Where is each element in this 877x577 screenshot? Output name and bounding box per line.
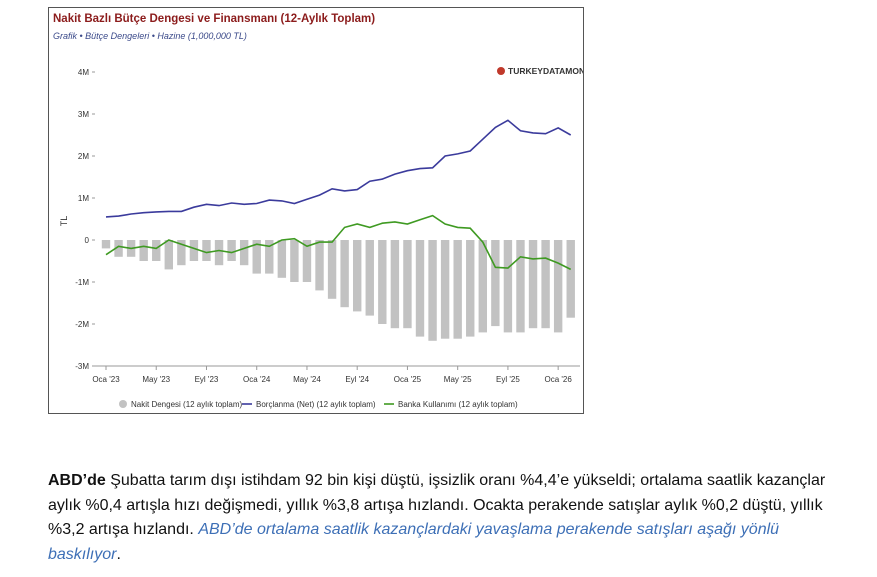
bar	[378, 240, 387, 324]
bar	[365, 240, 374, 316]
bar	[227, 240, 236, 261]
bar	[353, 240, 362, 312]
chart-subtitle: Grafik • Bütçe Dengeleri • Hazine (1,000…	[53, 31, 247, 41]
bar	[415, 240, 425, 337]
legend-label: Borçlanma (Net) (12 aylık toplam)	[256, 400, 376, 409]
bar	[528, 240, 538, 329]
chart-frame: Nakit Bazlı Bütçe Dengesi ve Finansmanı …	[48, 7, 605, 414]
bar	[214, 240, 224, 266]
bar	[164, 240, 173, 270]
line	[105, 214, 572, 271]
y-tick-label: -2M	[75, 320, 89, 329]
y-tick-label: 4M	[78, 68, 89, 77]
x-tick-label: Oca '24	[243, 375, 271, 384]
x-tick-label: Eyl '24	[345, 375, 369, 384]
bar	[290, 240, 299, 282]
bar	[428, 240, 437, 341]
bar	[327, 240, 337, 299]
bar	[315, 240, 324, 291]
chart-title: Nakit Bazlı Bütçe Dengesi ve Finansmanı …	[53, 13, 375, 25]
bar	[277, 240, 287, 278]
bar	[302, 240, 312, 282]
legend-label: Banka Kullanımı (12 aylık toplam)	[398, 400, 518, 409]
bar	[252, 240, 261, 274]
bar	[152, 240, 161, 261]
x-tick-label: May '23	[142, 375, 170, 384]
y-tick-label: 3M	[78, 110, 89, 119]
bar	[553, 240, 563, 333]
x-tick-label: Eyl '23	[195, 375, 219, 384]
legend-swatch	[119, 400, 127, 408]
body-text: .	[116, 545, 121, 563]
bar	[101, 240, 111, 249]
bar	[239, 240, 249, 266]
bar	[541, 240, 550, 329]
y-tick-label: -1M	[75, 278, 89, 287]
bar	[340, 240, 349, 308]
bar	[139, 240, 148, 261]
bar	[440, 240, 450, 339]
bar	[491, 240, 500, 327]
italic-text: ABD’de ortalama saatlik kazançlardaki ya…	[48, 521, 780, 563]
y-tick-label: 1M	[78, 194, 89, 203]
bold-text: ABD’de	[48, 472, 106, 489]
bar	[189, 240, 199, 261]
legend-label: Nakit Dengesi (12 aylık toplam)	[131, 400, 242, 409]
bar	[114, 240, 123, 257]
y-tick-label: 0	[85, 236, 90, 245]
bar	[403, 240, 412, 329]
bar	[503, 240, 513, 333]
bar	[265, 240, 274, 274]
bar	[466, 240, 475, 337]
line	[105, 119, 572, 218]
body-text: Şubatta tarım dışı istihdam 92 bin kişi …	[48, 472, 826, 538]
bar	[390, 240, 400, 329]
x-tick-label: Oca '26	[544, 375, 572, 384]
bar	[478, 240, 487, 333]
x-tick-label: Eyl '25	[496, 375, 520, 384]
watermark: TURKEYDATAMONITOR	[508, 66, 583, 76]
x-tick-label: May '25	[444, 375, 472, 384]
y-tick-label: -3M	[75, 362, 89, 371]
bar	[453, 240, 462, 339]
y-axis-label: TL	[59, 216, 69, 227]
bar	[202, 240, 211, 261]
x-tick-label: May '24	[293, 375, 321, 384]
x-tick-label: Oca '25	[394, 375, 422, 384]
chart: Nakit Bazlı Bütçe Dengesi ve Finansmanı …	[53, 13, 605, 409]
bar	[566, 240, 575, 318]
y-tick-label: 2M	[78, 152, 89, 161]
bar	[177, 240, 186, 266]
logo-icon	[497, 67, 505, 75]
x-tick-label: Oca '23	[92, 375, 120, 384]
paragraph: ABD’de Şubatta tarım dışı istihdam 92 bi…	[48, 469, 838, 567]
bar	[516, 240, 525, 333]
